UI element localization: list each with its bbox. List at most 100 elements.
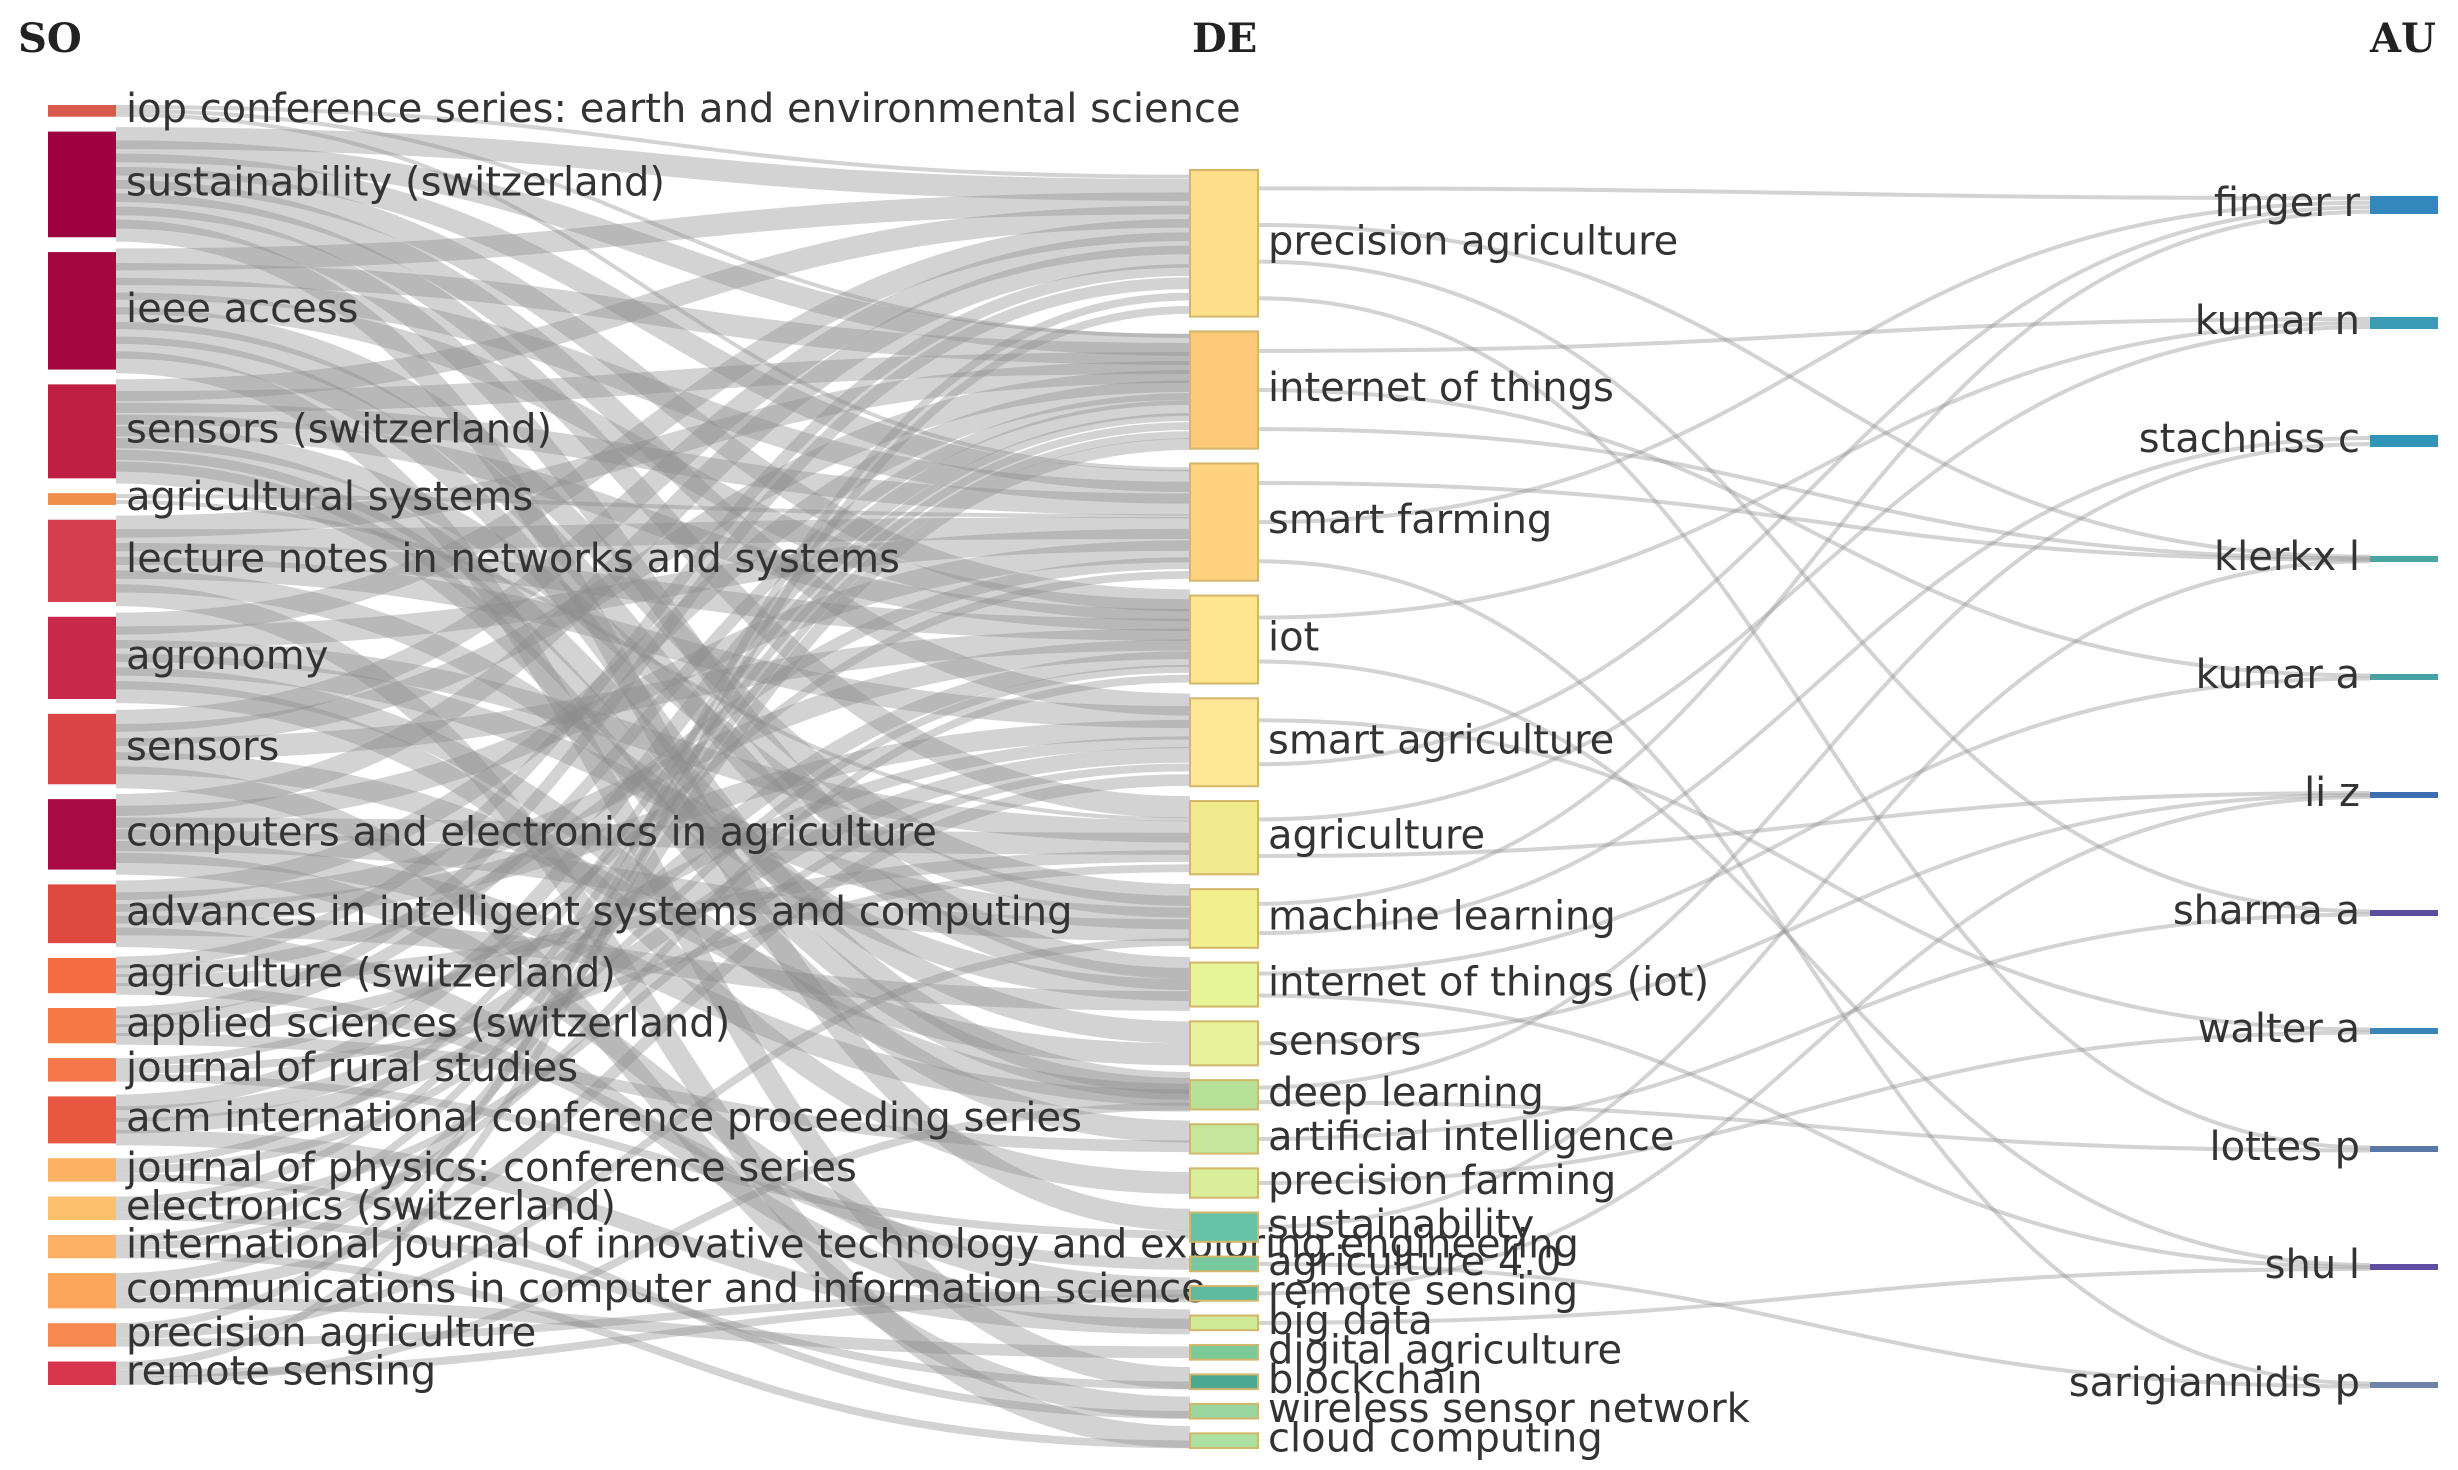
- de-node-bar[interactable]: [1189, 1285, 1259, 1302]
- link-so-de: [115, 180, 1191, 716]
- de-node-bar[interactable]: [1189, 330, 1259, 450]
- so-node-bar[interactable]: [48, 884, 116, 944]
- link-so-de: [115, 674, 1191, 1251]
- so-node-bar[interactable]: [48, 1158, 116, 1182]
- column-header-so: SO: [18, 15, 82, 62]
- au-node-bar[interactable]: [2370, 910, 2438, 916]
- au-node-label: kumar n: [2195, 298, 2360, 344]
- links-layer: [115, 104, 2371, 1449]
- link-so-de: [115, 1294, 1191, 1378]
- au-node-bar[interactable]: [2370, 674, 2438, 680]
- so-node-bar[interactable]: [48, 519, 116, 602]
- so-node-bar[interactable]: [48, 252, 116, 370]
- so-node-bar[interactable]: [48, 493, 116, 505]
- de-node-bar[interactable]: [1189, 800, 1259, 876]
- link-so-de: [115, 829, 1191, 942]
- de-node-bar[interactable]: [1189, 1123, 1259, 1155]
- de-node-bar[interactable]: [1189, 1432, 1259, 1449]
- de-node-label: artificial intelligence: [1268, 1114, 1674, 1160]
- de-node-label: deep learning: [1268, 1070, 1544, 1116]
- link-so-de: [115, 426, 1191, 918]
- de-node-label: agriculture: [1268, 813, 1485, 859]
- au-node-label: sarigiannidis p: [2069, 1360, 2360, 1406]
- so-node-bar[interactable]: [48, 1273, 116, 1309]
- de-node-bar[interactable]: [1189, 1211, 1259, 1243]
- au-node-bar[interactable]: [2370, 1146, 2438, 1152]
- de-node-bar[interactable]: [1189, 1402, 1259, 1420]
- so-node-bar[interactable]: [48, 131, 116, 238]
- link-so-de: [115, 264, 1191, 969]
- link-de-au: [1257, 222, 2371, 559]
- au-node-bar[interactable]: [2370, 1264, 2438, 1270]
- au-node-bar[interactable]: [2370, 556, 2438, 562]
- de-node-bar[interactable]: [1189, 888, 1259, 949]
- de-node-bar[interactable]: [1189, 1343, 1259, 1361]
- link-de-au: [1257, 1030, 2371, 1186]
- so-node-bar[interactable]: [48, 1323, 116, 1347]
- so-node-bar[interactable]: [48, 957, 116, 994]
- de-node-label: blockchain: [1268, 1357, 1482, 1403]
- link-de-au: [1257, 718, 2371, 1032]
- so-node-bar[interactable]: [48, 713, 116, 785]
- de-node-bar[interactable]: [1189, 697, 1259, 788]
- de-node-label: big data: [1268, 1298, 1433, 1344]
- link-so-de: [115, 651, 1191, 1122]
- de-node-bar[interactable]: [1189, 462, 1259, 582]
- link-so-de: [115, 570, 1191, 1002]
- de-node-bar[interactable]: [1189, 1373, 1259, 1391]
- so-node-bar[interactable]: [48, 105, 116, 117]
- link-so-de: [115, 1250, 1191, 1449]
- so-node-bar[interactable]: [48, 616, 116, 699]
- so-node-label: electronics (switzerland): [126, 1183, 616, 1229]
- de-node-bar[interactable]: [1189, 1167, 1259, 1199]
- link-so-de: [115, 306, 1191, 1370]
- link-so-de: [115, 557, 1191, 978]
- link-de-au: [1257, 791, 2371, 859]
- so-node-label: communications in computer and informati…: [126, 1266, 1206, 1312]
- so-node-bar[interactable]: [48, 1008, 116, 1044]
- link-so-de: [115, 292, 1191, 622]
- so-node-bar[interactable]: [48, 799, 116, 870]
- link-so-de: [115, 1289, 1191, 1347]
- au-node-label: kumar a: [2196, 652, 2360, 698]
- so-node-label: agricultural systems: [126, 474, 533, 520]
- au-node-bar[interactable]: [2370, 317, 2438, 329]
- so-node-bar[interactable]: [48, 384, 116, 479]
- au-node-label: walter a: [2198, 1006, 2360, 1052]
- au-node-bar[interactable]: [2370, 196, 2438, 214]
- link-de-au: [1257, 442, 2371, 1090]
- link-so-de: [115, 400, 1191, 1111]
- link-de-au: [1257, 436, 2371, 936]
- so-node-bar[interactable]: [48, 1096, 116, 1144]
- link-so-de: [115, 219, 1191, 1231]
- de-node-bar[interactable]: [1189, 594, 1259, 685]
- link-so-de: [115, 864, 1191, 1074]
- link-so-de: [115, 292, 1191, 1332]
- de-node-bar[interactable]: [1189, 1314, 1259, 1332]
- link-de-au: [1257, 200, 2371, 525]
- au-node-bar[interactable]: [2370, 1028, 2438, 1034]
- au-node-bar[interactable]: [2370, 792, 2438, 798]
- so-node-bar[interactable]: [48, 1058, 116, 1082]
- de-node-bar[interactable]: [1189, 1255, 1259, 1273]
- link-de-au: [1257, 912, 2371, 1141]
- link-so-de: [115, 653, 1191, 930]
- de-node-bar[interactable]: [1189, 1020, 1259, 1067]
- de-node-bar[interactable]: [1189, 169, 1259, 318]
- de-node-label: cloud computing: [1268, 1416, 1603, 1462]
- link-so-de: [115, 108, 1191, 338]
- link-so-de: [115, 570, 1191, 1066]
- link-so-de: [115, 277, 1191, 1019]
- so-node-bar[interactable]: [48, 1234, 116, 1259]
- link-so-de: [115, 840, 1191, 1112]
- so-node-bar[interactable]: [48, 1361, 116, 1385]
- link-so-de: [115, 1032, 1191, 1153]
- so-node-label: remote sensing: [126, 1348, 436, 1394]
- au-node-bar[interactable]: [2370, 1382, 2438, 1388]
- so-node-bar[interactable]: [48, 1196, 116, 1221]
- au-node-bar[interactable]: [2370, 435, 2438, 447]
- link-de-au: [1257, 209, 2371, 906]
- de-node-bar[interactable]: [1189, 1079, 1259, 1111]
- de-node-bar[interactable]: [1189, 961, 1259, 1008]
- link-so-de: [115, 719, 1191, 924]
